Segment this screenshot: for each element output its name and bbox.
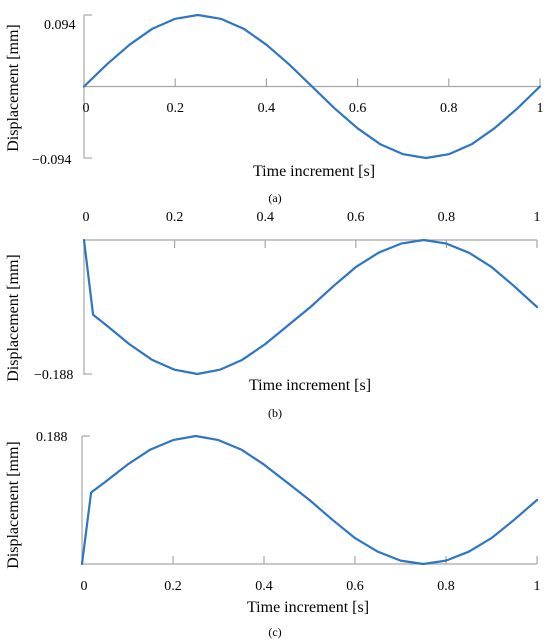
panel-b-series-line [82,238,539,376]
panel-a-x-tick-label: 0 [83,101,90,116]
panel-b-y-tick-label-bottom: −0.188 [34,368,73,383]
panel-b-label: (b) [268,406,282,420]
panel-c-x-tick-label: 1 [534,579,541,594]
panel-c-x-tick-label: 0.8 [437,579,455,594]
panel-a-x-tick-label: 0.8 [440,101,458,116]
panel-a-label: (a) [268,191,281,205]
panel-c-x-tick-label: 0.4 [255,579,273,594]
panel-b-x-tick-label: 0.4 [256,210,274,225]
panel-c-x-axis-title: Time increment [s] [247,599,369,616]
panel-c-y-axis-title: Displacement [mm] [5,441,22,569]
panel-b: 0 0.2 0.4 0.6 0.8 1 −0.188 Displacement [mm] … [5,210,541,420]
panel-a-x-axis-title: Time increment [s] [253,163,375,180]
panel-c-x-ticks: 0 0.2 0.4 0.6 0.8 1 [81,556,541,594]
panel-a-x-tick-label: 0.6 [349,101,367,116]
panel-b-x-ticks [174,240,538,248]
panel-a-y-tick-label-bottom: −0.094 [32,153,71,168]
panel-b-x-tick-label: 0.2 [166,210,184,225]
panel-c-series-line [80,434,539,566]
panel-b-x-tick-labels: 0 0.2 0.4 0.6 0.8 1 [83,210,541,225]
panel-a-x-tick-label: 1 [537,101,544,116]
panel-a: 0 0.2 0.4 0.6 0.8 1 0.094 −0.094 Displacement… [5,13,544,205]
panel-a-series-line [82,13,542,160]
panel-b-x-tick-label: 0.8 [438,210,456,225]
panel-c-x-tick-label: 0.2 [164,579,182,594]
panel-a-x-tick-label: 0.2 [166,101,184,116]
panel-c-x-tick-label: 0.6 [346,579,364,594]
panel-b-x-tick-label: 0.6 [347,210,365,225]
panel-c-y-tick-label-top: 0.188 [36,430,68,445]
panel-a-x-tick-label: 0.4 [258,101,276,116]
panel-a-y-axis-title: Displacement [mm] [5,24,22,152]
panel-b-x-tick-label: 0 [83,210,90,225]
panel-b-x-axis-title: Time increment [s] [249,377,371,394]
panel-c-x-tick-label: 0 [81,579,88,594]
panel-a-x-ticks: 0 0.2 0.4 0.6 0.8 1 [83,78,544,116]
panel-b-y-axis-title: Displacement [mm] [5,254,22,382]
panel-a-y-tick-label-top: 0.094 [44,18,76,33]
panel-c: 0 0.2 0.4 0.6 0.8 1 0.188 Displacement [mm] T… [5,430,541,639]
panel-c-label: (c) [268,625,281,639]
panel-b-x-tick-label: 1 [534,210,541,225]
